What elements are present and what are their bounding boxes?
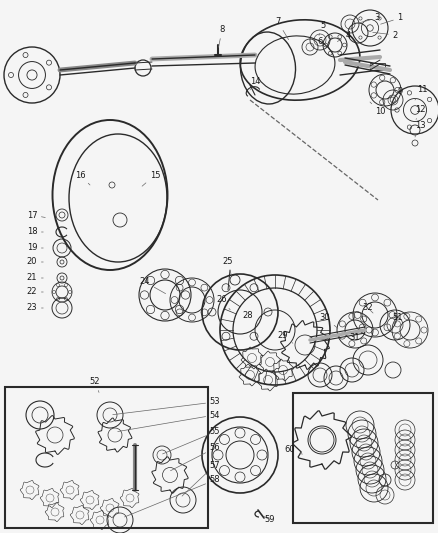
Text: 1: 1: [381, 13, 403, 24]
Text: 58: 58: [124, 475, 220, 517]
Text: 4: 4: [337, 30, 351, 42]
Text: 13: 13: [415, 122, 425, 137]
Text: 56: 56: [170, 443, 220, 471]
Text: 29: 29: [278, 330, 293, 343]
Text: 52: 52: [90, 377, 100, 392]
Text: 9: 9: [389, 87, 403, 96]
Text: 30: 30: [320, 313, 338, 328]
Bar: [293, 393, 433, 523]
Text: 60: 60: [285, 446, 302, 455]
Text: 22: 22: [27, 287, 43, 296]
Text: 14: 14: [250, 77, 260, 90]
Text: 8: 8: [219, 26, 225, 47]
Bar: [5, 387, 208, 528]
Text: 19: 19: [27, 244, 43, 253]
Text: 53: 53: [113, 398, 220, 415]
Text: 5: 5: [319, 20, 325, 35]
Text: 3: 3: [358, 13, 380, 23]
Bar: [370, 63, 385, 70]
Text: 57: 57: [182, 461, 220, 496]
Text: 11: 11: [415, 85, 427, 100]
Text: 6: 6: [312, 37, 323, 46]
Text: 24: 24: [140, 278, 166, 294]
Text: 25: 25: [223, 257, 233, 276]
Text: 54: 54: [118, 410, 220, 432]
Text: 59: 59: [265, 515, 275, 524]
Text: 15: 15: [142, 171, 160, 186]
Text: 7: 7: [276, 18, 289, 39]
Text: 55: 55: [162, 427, 220, 454]
Text: 32: 32: [363, 303, 373, 313]
Text: 20: 20: [27, 257, 43, 266]
Text: 10: 10: [370, 102, 385, 117]
Text: 12: 12: [415, 106, 425, 119]
Text: 2: 2: [373, 30, 398, 39]
Text: 23: 23: [27, 303, 43, 312]
Text: 31: 31: [350, 334, 360, 343]
Text: 18: 18: [27, 228, 43, 237]
Text: 17: 17: [27, 211, 45, 220]
Text: 28: 28: [243, 311, 258, 325]
Text: 26: 26: [217, 295, 230, 310]
Text: 51: 51: [393, 313, 403, 322]
Text: 21: 21: [27, 273, 43, 282]
Text: 16: 16: [75, 171, 90, 185]
